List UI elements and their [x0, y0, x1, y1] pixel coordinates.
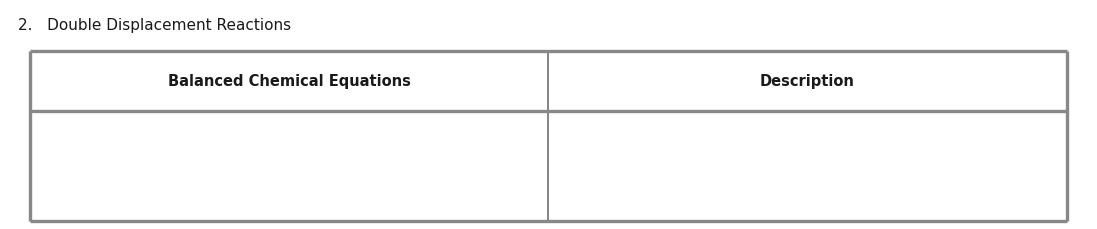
Text: Balanced Chemical Equations: Balanced Chemical Equations [168, 74, 410, 89]
Text: 2.   Double Displacement Reactions: 2. Double Displacement Reactions [18, 18, 291, 33]
Text: Description: Description [760, 74, 855, 89]
